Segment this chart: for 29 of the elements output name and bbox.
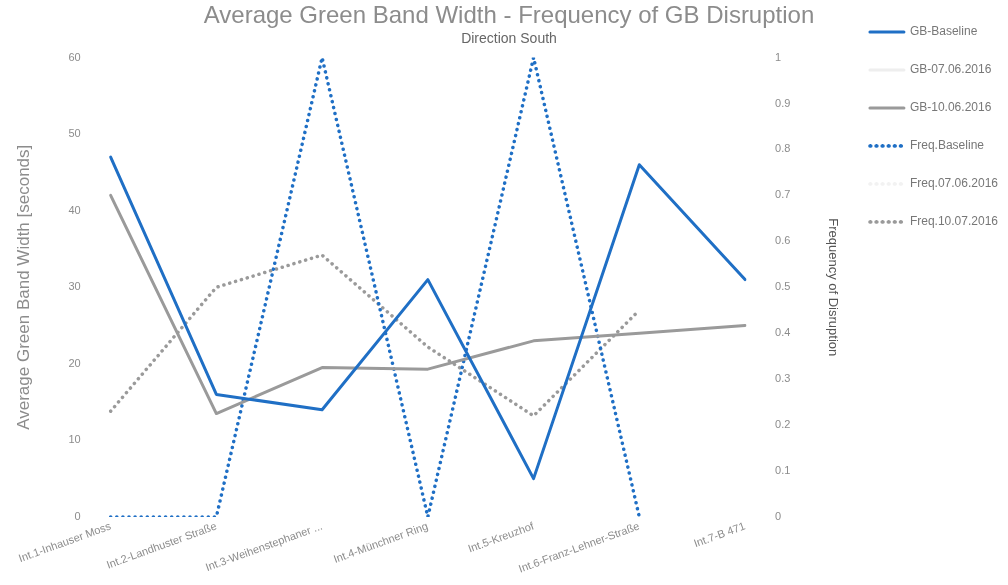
y2-tick-label: 0.3 xyxy=(775,372,791,385)
y-tick-label: 50 xyxy=(68,127,81,140)
y2-tick-label: 0.5 xyxy=(775,280,791,293)
y2-tick-label: 0.7 xyxy=(775,188,791,201)
y2-tick-label: 0.1 xyxy=(775,464,791,476)
y-tick-label: 30 xyxy=(68,280,81,293)
legend-label: GB-10.06.2016 xyxy=(909,100,992,115)
y-tick-label: 60 xyxy=(68,50,81,63)
y2-tick-label: 0.2 xyxy=(775,418,791,431)
y2-tick-label: 0.8 xyxy=(775,142,791,155)
legend-label: Freq.07.06.2016 xyxy=(909,176,999,191)
chart-subtitle: Direction South xyxy=(461,30,557,47)
legend-label: Freq.Baseline xyxy=(909,138,985,153)
y2-tick-label: 0.6 xyxy=(775,234,791,247)
y2-tick-label: 0.9 xyxy=(775,96,791,109)
x-tick-label: Int.7-B 471 xyxy=(692,519,747,550)
y2-axis-title: Frequency of Disruption xyxy=(825,218,841,357)
y-tick-label: 20 xyxy=(68,356,81,369)
y-axis-title: Average Green Band Width [seconds] xyxy=(13,144,33,430)
y2-tick-label: 0.4 xyxy=(775,326,791,339)
y2-tick-label: 0 xyxy=(775,509,782,522)
y-tick-label: 10 xyxy=(68,433,81,446)
legend-label: GB-07.06.2016 xyxy=(909,62,992,77)
y2-tick-label: 1 xyxy=(775,50,782,63)
y-tick-label: 40 xyxy=(68,203,81,216)
y-tick-label: 0 xyxy=(74,509,81,522)
legend-label: Freq.10.07.2016 xyxy=(909,214,999,229)
chart-title: Average Green Band Width - Frequency of GB Disruption xyxy=(203,1,815,29)
legend-label: GB-Baseline xyxy=(909,24,978,39)
